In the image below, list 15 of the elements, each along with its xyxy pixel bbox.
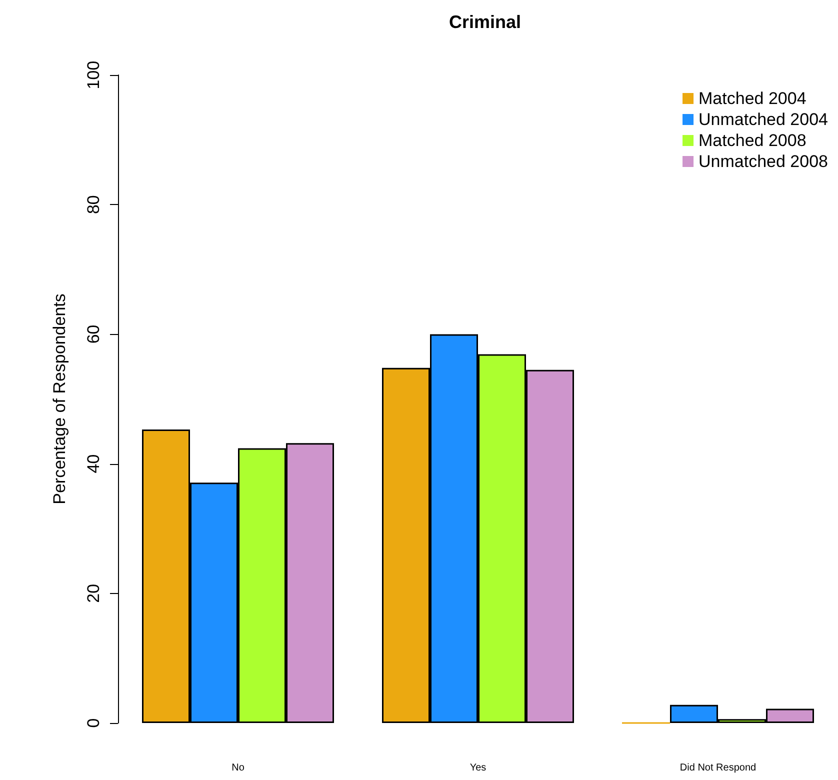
x-tick-label: Did Not Respond [680,762,756,774]
y-tick-label: 20 [84,584,103,603]
legend-label: Unmatched 2008 [698,152,828,171]
y-tick-label: 60 [84,324,103,344]
y-tick-label: 80 [84,195,103,214]
y-tick-label: 40 [84,454,103,474]
y-tick-label: 100 [84,60,103,90]
x-tick-label: Yes [470,762,486,774]
y-tick-label: 0 [84,718,103,728]
x-tick-label: No [232,762,245,774]
legend-label: Matched 2008 [698,131,806,150]
legend-label: Matched 2004 [698,89,806,108]
y-axis-title: Percentage of Respondents [50,294,69,504]
legend-label: Unmatched 2004 [698,110,828,129]
chart-title: Criminal [448,12,522,32]
